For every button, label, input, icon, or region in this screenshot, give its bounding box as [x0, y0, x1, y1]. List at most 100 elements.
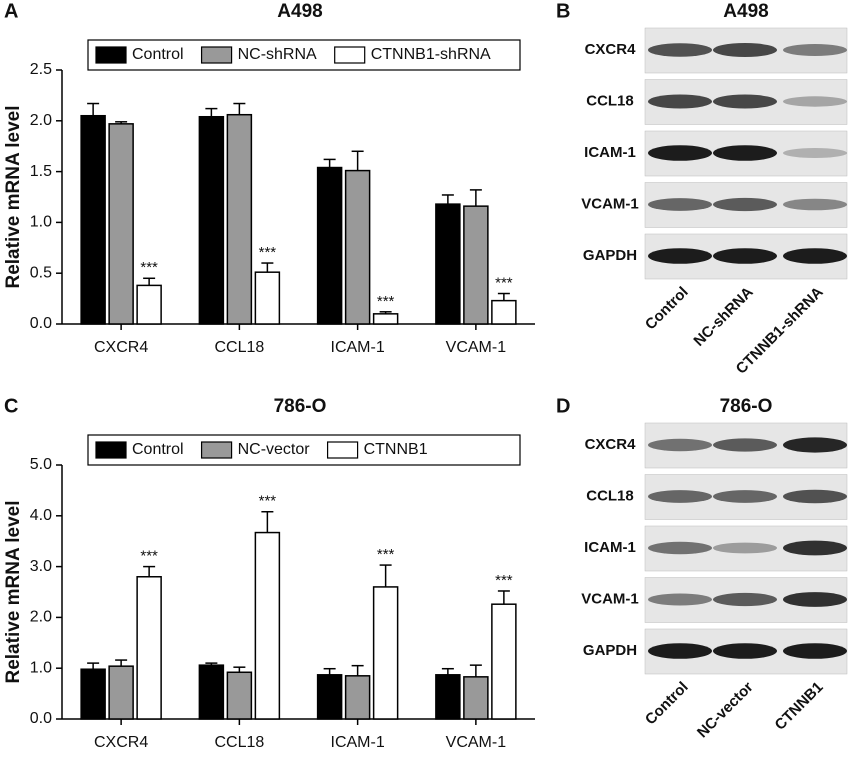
- error-bar: [143, 565, 156, 577]
- x-tick-label: CXCR4: [94, 734, 148, 751]
- legend-swatch: [95, 441, 127, 459]
- error-bar: [261, 262, 274, 273]
- error-bar: [115, 121, 128, 124]
- band: [783, 44, 847, 56]
- protein-label: VCAM-1: [581, 195, 639, 212]
- band: [783, 96, 847, 107]
- bar: [254, 531, 281, 720]
- bar: [226, 671, 253, 720]
- lane-label: Control: [642, 679, 692, 729]
- x-tick-label: VCAM-1: [446, 339, 507, 356]
- error-bar: [205, 662, 218, 666]
- bar: [435, 674, 461, 720]
- legend-label: Control: [132, 441, 184, 458]
- bar: [254, 271, 281, 325]
- bar: [372, 313, 399, 325]
- protein-label: CXCR4: [585, 436, 637, 453]
- error-bar: [87, 662, 100, 670]
- bar: [463, 676, 489, 720]
- bar: [491, 603, 517, 720]
- band: [648, 490, 712, 503]
- bar: [136, 284, 162, 325]
- band: [713, 542, 777, 554]
- lane-label: NC-shRNA: [690, 284, 756, 350]
- band: [648, 94, 712, 109]
- band: [713, 490, 777, 503]
- band: [648, 541, 712, 555]
- chart-title: A498: [277, 1, 322, 22]
- error-bar: [441, 194, 454, 205]
- y-tick-label: 5.0: [30, 456, 52, 473]
- panel-label: C: [4, 395, 18, 417]
- significance: ***: [377, 293, 395, 310]
- legend-label: CTNNB1-shRNA: [371, 46, 491, 63]
- significance: ***: [259, 493, 277, 510]
- legend-label: CTNNB1: [364, 441, 428, 458]
- error-bar: [205, 107, 218, 117]
- band: [648, 145, 712, 161]
- x-tick-label: ICAM-1: [331, 339, 385, 356]
- chart-title: 786-O: [274, 396, 327, 417]
- protein-label: CCL18: [586, 487, 634, 504]
- significance: ***: [377, 546, 395, 563]
- y-tick-label: 2.5: [30, 61, 52, 78]
- bar: [198, 664, 225, 720]
- significance: ***: [140, 548, 158, 565]
- y-tick-label: 2.0: [30, 112, 52, 129]
- legend-swatch: [334, 46, 366, 64]
- protein-label: CXCR4: [585, 41, 637, 58]
- error-bar: [351, 150, 364, 171]
- lane-label: Control: [642, 284, 692, 334]
- y-tick-label: 4.0: [30, 507, 52, 524]
- bar: [108, 123, 134, 325]
- band: [713, 438, 777, 452]
- legend-swatch: [326, 441, 359, 459]
- legend-swatch: [200, 46, 233, 64]
- bar: [344, 169, 371, 325]
- legend-box: [87, 434, 521, 466]
- band: [648, 43, 712, 57]
- bar: [80, 668, 106, 720]
- band: [783, 592, 847, 607]
- lane-label: NC-vector: [694, 679, 757, 742]
- y-tick-label: 3.0: [30, 558, 52, 575]
- panel-label: B: [556, 0, 570, 22]
- bar: [226, 113, 253, 325]
- band: [713, 94, 777, 109]
- error-bar: [323, 667, 336, 675]
- band: [783, 489, 847, 504]
- legend-swatch: [95, 46, 127, 64]
- bar: [198, 115, 225, 325]
- error-bar: [469, 189, 482, 207]
- band: [783, 540, 847, 556]
- x-tick-label: ICAM-1: [331, 734, 385, 751]
- error-bar: [323, 158, 336, 168]
- error-bar: [379, 564, 392, 587]
- protein-label: CCL18: [586, 92, 634, 109]
- band: [648, 643, 712, 659]
- x-tick-label: CCL18: [214, 339, 264, 356]
- bar: [80, 114, 106, 325]
- y-tick-label: 1.0: [30, 659, 52, 676]
- x-tick-label: VCAM-1: [446, 734, 507, 751]
- blot-title: A498: [723, 1, 768, 22]
- bar: [435, 203, 461, 325]
- x-tick-label: CXCR4: [94, 339, 148, 356]
- band: [783, 148, 847, 158]
- error-bar: [233, 102, 246, 115]
- band: [713, 43, 777, 57]
- blot-title: 786-O: [720, 396, 773, 417]
- y-axis-label: Relative mRNA level: [3, 500, 24, 683]
- significance: ***: [495, 274, 513, 291]
- bar: [463, 205, 489, 325]
- x-tick-label: CCL18: [214, 734, 264, 751]
- protein-label: ICAM-1: [584, 144, 636, 161]
- panel-label: A: [4, 0, 18, 22]
- y-tick-label: 1.5: [30, 163, 52, 180]
- significance: ***: [140, 259, 158, 276]
- error-bar: [261, 510, 274, 533]
- y-tick-label: 0.0: [30, 315, 52, 332]
- bar: [491, 299, 517, 325]
- legend-label: NC-shRNA: [238, 46, 317, 63]
